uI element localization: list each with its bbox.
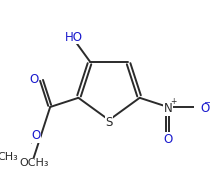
Text: CH₃: CH₃ [0,152,18,162]
Text: O: O [163,133,173,146]
Text: S: S [105,116,113,129]
Text: O: O [31,129,40,142]
Text: −: − [203,97,210,106]
Text: HO: HO [64,31,83,44]
Text: OCH₃: OCH₃ [19,158,49,168]
Text: O: O [201,102,210,115]
Text: +: + [171,97,177,106]
Text: N: N [164,102,172,115]
Text: O: O [29,73,38,86]
